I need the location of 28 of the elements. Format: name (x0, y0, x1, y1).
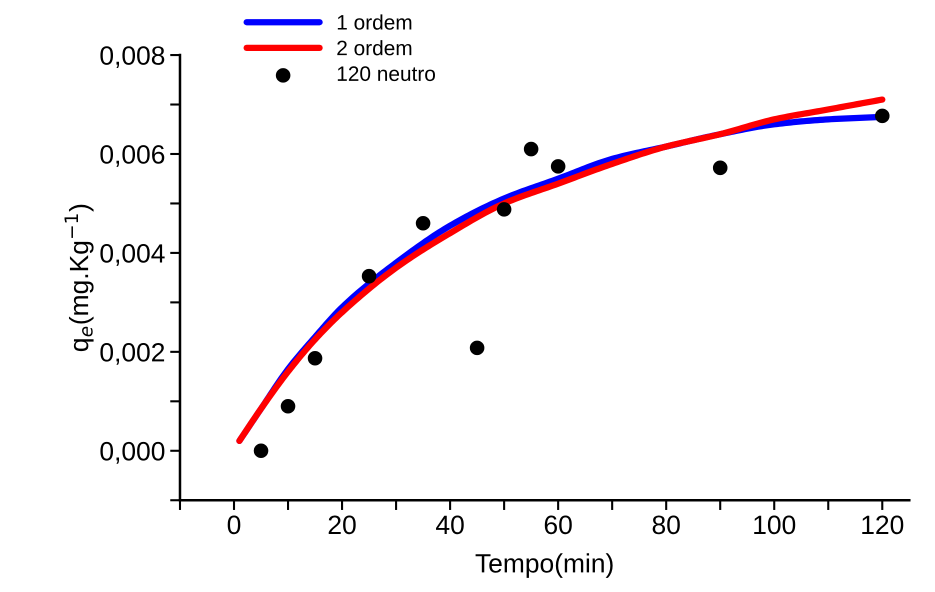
x-tick-label: 40 (436, 516, 464, 534)
y-tick-label: 0,006 (100, 145, 164, 167)
x-tick-label: 80 (652, 516, 680, 534)
point (550, 159, 566, 174)
legend-label: 2 ordem (337, 40, 412, 56)
point (280, 398, 296, 414)
x-tick-label: 100 (754, 516, 796, 534)
x-tick-label: 120 (862, 516, 904, 534)
point (496, 202, 512, 217)
point (308, 350, 322, 366)
point (416, 216, 430, 231)
point (470, 340, 484, 356)
point (254, 443, 268, 458)
y-tick-label: 0,004 (100, 244, 165, 266)
legend-label: 120 neutro (338, 66, 435, 82)
point (362, 268, 376, 284)
legend-label: 1 ordem (338, 14, 412, 30)
x-axis-title: Tempo(min) (476, 553, 613, 578)
x-tick-label: 0 (228, 516, 240, 534)
point (712, 160, 728, 176)
x-tick-label: 20 (328, 516, 356, 534)
y-axis-title: q$_{e}$(mg.Kg$^{−1}$) (64, 204, 94, 352)
point (874, 108, 890, 124)
y-tick-label: 0,002 (100, 342, 164, 365)
point (524, 142, 538, 156)
y-tick-label: 0,008 (100, 46, 164, 68)
y-tick-label: 0,000 (100, 442, 164, 464)
x-tick-label: 60 (544, 516, 572, 534)
